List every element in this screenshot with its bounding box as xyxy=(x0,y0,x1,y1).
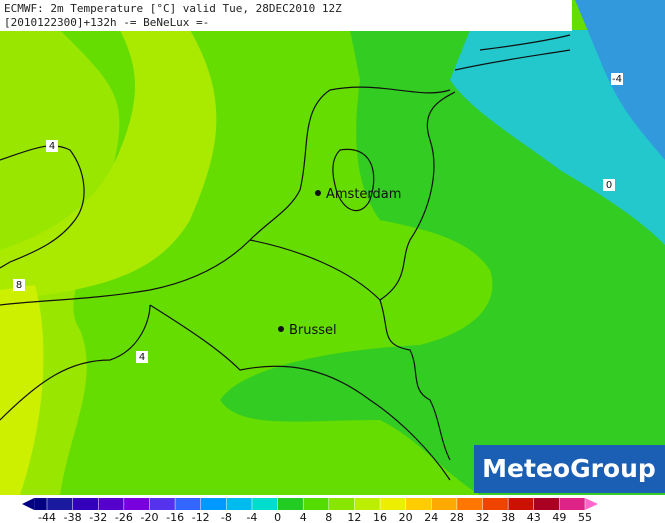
colorbar-band xyxy=(277,498,304,510)
colorbar-tick-label: 28 xyxy=(450,511,464,523)
border xyxy=(379,91,456,301)
contour-label-box xyxy=(13,279,25,291)
colorbar-band xyxy=(380,498,407,510)
field-warm xyxy=(0,30,217,300)
colorbar-tick-label: 8 xyxy=(325,511,332,523)
colorbar-tick-label: -32 xyxy=(89,511,107,523)
colorbar-tick-label: 24 xyxy=(424,511,438,523)
city-dot xyxy=(315,190,321,196)
logo: MeteoGroup xyxy=(482,454,656,483)
colorbar-tick-label: 55 xyxy=(578,511,592,523)
contour-label: 8 xyxy=(16,280,22,291)
colorbar-end xyxy=(585,498,598,510)
colorbar-band xyxy=(328,498,355,510)
colorbar-band xyxy=(149,498,176,510)
colorbar-tick-label: -12 xyxy=(192,511,210,523)
colorbar-tick-label: -20 xyxy=(140,511,158,523)
colorbar-band xyxy=(431,498,458,510)
contour-label: 4 xyxy=(49,141,55,152)
colorbar-tick-label: 49 xyxy=(552,511,566,523)
border xyxy=(249,239,451,461)
colorbar-tick-label: 20 xyxy=(399,511,413,523)
colorbar-band xyxy=(533,498,560,510)
colorbar-band xyxy=(175,498,202,510)
colorbar-tick-label: -4 xyxy=(246,511,257,523)
colorbar-end xyxy=(22,498,35,510)
colorbar-tick-label: -44 xyxy=(38,511,56,523)
contour-label-box xyxy=(611,73,623,85)
colorbar-band xyxy=(98,498,125,510)
colorbar-tick-label: -16 xyxy=(166,511,184,523)
contour-label-box xyxy=(136,351,148,363)
city-label: Amsterdam xyxy=(326,187,401,202)
colorbar-tick-label: -38 xyxy=(64,511,82,523)
islands xyxy=(454,34,571,71)
contour-label-box xyxy=(603,179,615,191)
colorbar-band xyxy=(559,498,586,510)
border xyxy=(149,304,451,481)
colorbar-tick-label: 43 xyxy=(527,511,541,523)
colorbar-band xyxy=(34,498,48,510)
colorbar-tick-label: -26 xyxy=(115,511,133,523)
colorbar-band xyxy=(456,498,484,510)
coastline xyxy=(0,145,85,269)
colorbar-band xyxy=(303,498,330,510)
colorbar-tick-label: 4 xyxy=(300,511,307,523)
colorbar-band xyxy=(482,498,509,510)
colorbar-band xyxy=(405,498,432,510)
colorbar-tick-label: 16 xyxy=(373,511,387,523)
colorbar-band xyxy=(200,498,227,510)
colorbar-band xyxy=(251,498,279,510)
colorbar-band xyxy=(226,498,253,510)
contour-label: 0 xyxy=(606,180,612,191)
city-dot xyxy=(278,326,284,332)
colorbar-tick-label: 0 xyxy=(274,511,281,523)
colorbar-band xyxy=(354,498,381,510)
colorbar-band xyxy=(72,498,99,510)
contour-label: 4 xyxy=(139,352,145,363)
map xyxy=(0,0,665,495)
colorbar-tick-label: 12 xyxy=(347,511,361,523)
coastline xyxy=(0,304,151,421)
colorbar-tick-label: 32 xyxy=(476,511,490,523)
field-warmest xyxy=(0,285,44,495)
colorbar: -44 -38 -32 -26 -20 -16 -12 -8 -4 0 4 8 12 16 20 24 28 32… xyxy=(22,498,598,523)
colorbar-band xyxy=(508,498,535,510)
contour-labels: 4 -4 0 8 4 xyxy=(13,73,623,363)
city-label: Brussel xyxy=(289,323,337,338)
colorbar-tick-label: -8 xyxy=(221,511,232,523)
colorbar-tick-label: 38 xyxy=(501,511,515,523)
lake xyxy=(332,148,375,212)
colorbar-band xyxy=(47,498,74,510)
contour-label: -4 xyxy=(612,74,622,85)
colorbar-band xyxy=(123,498,150,510)
coastline xyxy=(0,86,451,306)
header-line: [2010122300]+132h -= BeNeLux =- xyxy=(4,16,209,29)
contour-label-box xyxy=(46,140,58,152)
logo-box xyxy=(474,445,665,493)
header-line: ECMWF: 2m Temperature [°C] valid Tue, 28… xyxy=(4,2,342,15)
header-box xyxy=(0,0,572,31)
